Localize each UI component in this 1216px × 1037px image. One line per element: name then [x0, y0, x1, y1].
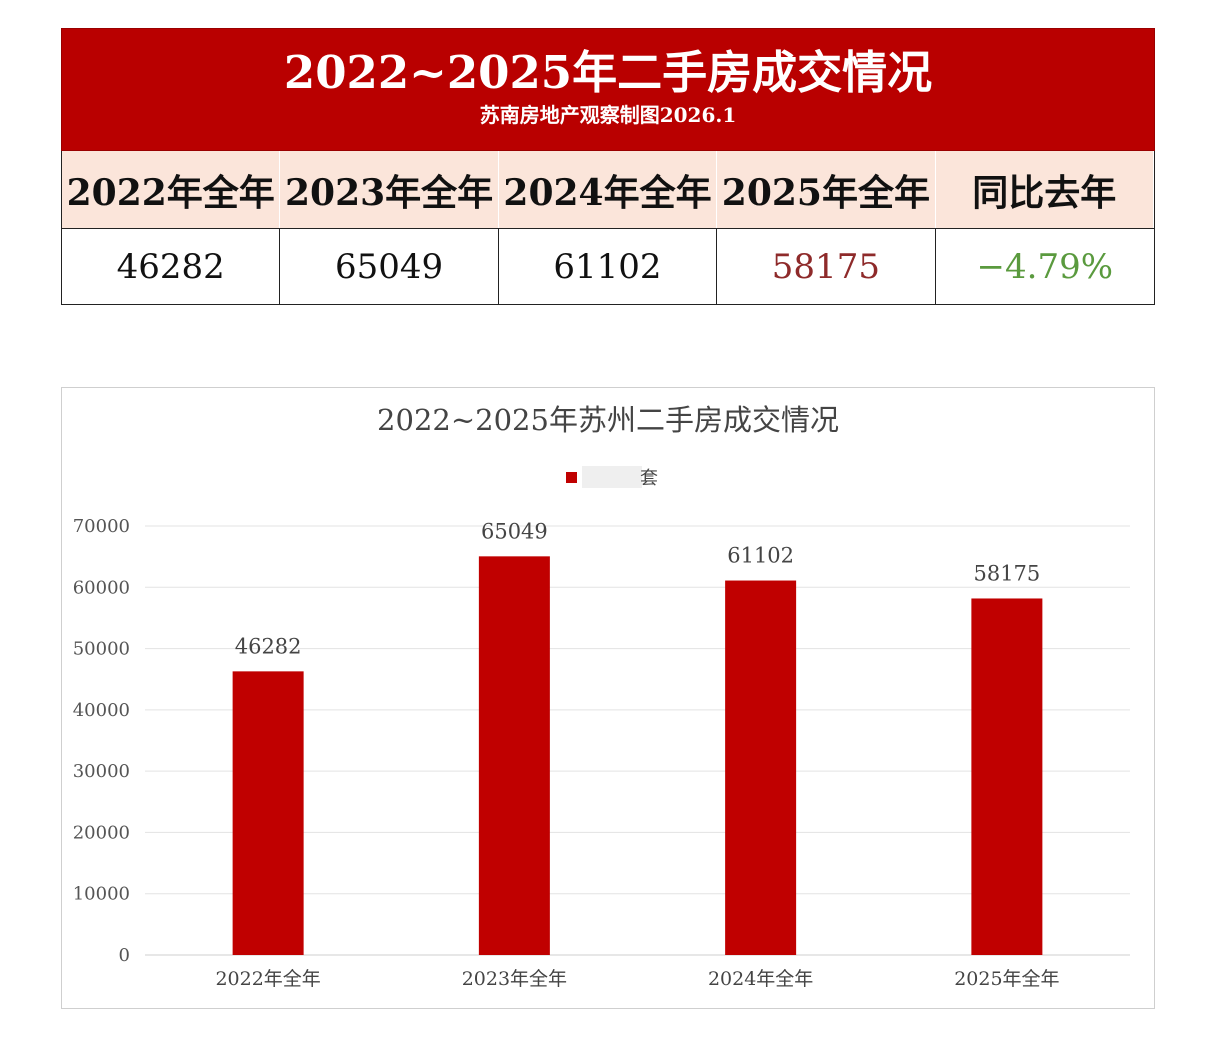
data-label: 58175 — [973, 561, 1040, 585]
data-label: 65049 — [481, 519, 548, 543]
bars — [232, 556, 1043, 955]
header-cell-2025: 2025年全年 — [717, 151, 936, 228]
y-tick-label: 40000 — [73, 700, 130, 721]
legend-swatch — [566, 472, 577, 483]
y-tick-label: 30000 — [73, 761, 130, 782]
y-tick-label: 20000 — [73, 822, 130, 843]
banner-subtitle: 苏南房地产观察制图2026.1 — [479, 103, 737, 127]
y-tick-label: 0 — [119, 945, 130, 966]
legend-blur-mask — [582, 466, 642, 488]
value-cell-yoy: −4.79% — [935, 228, 1154, 304]
y-tick-label: 50000 — [73, 639, 130, 660]
chart-title: 2022~2025年苏州二手房成交情况 — [377, 403, 839, 437]
banner-title: 2022~2025年二手房成交情况 — [283, 46, 933, 99]
value-cell-2024: 61102 — [498, 228, 718, 304]
bar — [232, 671, 304, 955]
x-tick-label: 2025年全年 — [954, 968, 1059, 990]
value-cell-2025: 58175 — [717, 228, 936, 304]
summary-grid: 2022年全年 2023年全年 2024年全年 2025年全年 同比去年 462… — [61, 151, 1155, 305]
gridlines — [145, 525, 1130, 956]
chart-panel: 2022~2025年苏州二手房成交情况 套 0 10000 20000 30000 40… — [61, 387, 1155, 1009]
data-label: 61102 — [727, 544, 794, 568]
legend-label: 套 — [640, 468, 658, 489]
header-cell-2022: 2022年全年 — [62, 151, 281, 228]
y-tick-label: 70000 — [73, 516, 130, 537]
y-tick-label: 60000 — [73, 577, 130, 598]
x-tick-label: 2023年全年 — [462, 968, 567, 990]
y-axis-ticks: 0 10000 20000 30000 40000 50000 60000 70000 — [73, 516, 130, 966]
value-cell-2023: 65049 — [280, 228, 499, 304]
summary-banner: 2022~2025年二手房成交情况 苏南房地产观察制图2026.1 — [61, 28, 1155, 151]
bar — [725, 580, 797, 955]
bar — [478, 556, 550, 955]
header-cell-2023: 2023年全年 — [280, 151, 499, 228]
x-tick-label: 2022年全年 — [215, 968, 320, 990]
data-labels: 46282 65049 61102 58175 — [235, 519, 1041, 658]
value-cell-2022: 46282 — [62, 228, 281, 304]
header-cell-2024: 2024年全年 — [498, 151, 718, 228]
bar-chart: 2022~2025年苏州二手房成交情况 套 0 10000 20000 30000 40… — [73, 403, 1130, 990]
summary-table: 2022~2025年二手房成交情况 苏南房地产观察制图2026.1 2022年全… — [61, 28, 1155, 305]
y-tick-label: 10000 — [73, 884, 130, 905]
chart-legend: 套 — [566, 466, 658, 489]
x-tick-label: 2024年全年 — [708, 968, 813, 990]
bar — [971, 598, 1043, 955]
x-axis-ticks: 2022年全年 2023年全年 2024年全年 2025年全年 — [215, 968, 1059, 990]
data-label: 46282 — [235, 634, 302, 658]
header-cell-yoy: 同比去年 — [935, 151, 1154, 228]
